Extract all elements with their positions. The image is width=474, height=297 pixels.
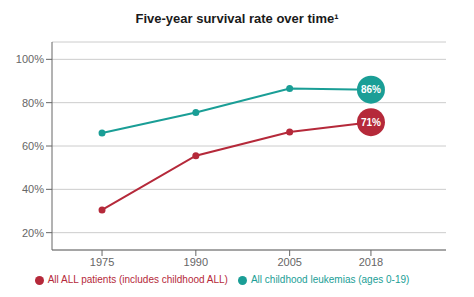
svg-text:100%: 100% <box>16 53 44 65</box>
svg-text:1990: 1990 <box>184 256 208 268</box>
svg-text:2005: 2005 <box>277 256 301 268</box>
svg-text:1975: 1975 <box>90 256 114 268</box>
svg-text:71%: 71% <box>361 117 381 128</box>
svg-text:2018: 2018 <box>359 256 383 268</box>
svg-text:60%: 60% <box>22 140 44 152</box>
html-text:All ALL patients (includes chi: All ALL patients (includes childhood ALL… <box>47 274 228 285</box>
svg-text:20%: 20% <box>22 227 44 239</box>
svg-text:40%: 40% <box>22 183 44 195</box>
html-text:Five-year survival rate over t: Five-year survival rate over time¹ <box>135 11 339 26</box>
html-text:All childhood leukemias (ages: All childhood leukemias (ages 0-19) <box>250 274 410 285</box>
svg-text:80%: 80% <box>22 97 44 109</box>
svg-text:86%: 86% <box>361 84 381 95</box>
